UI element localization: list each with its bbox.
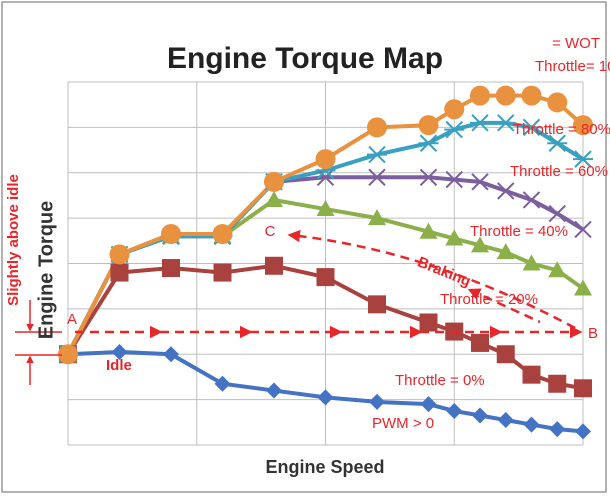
marker xyxy=(521,85,542,106)
marker xyxy=(495,114,516,132)
marker xyxy=(547,92,568,113)
marker xyxy=(548,204,566,223)
marker xyxy=(471,333,489,352)
marker xyxy=(548,261,567,278)
marker xyxy=(495,85,516,106)
marker xyxy=(470,114,490,132)
marker xyxy=(317,389,334,406)
marker xyxy=(574,220,592,239)
marker xyxy=(162,259,180,278)
series-label: Throttle = 40% xyxy=(470,223,568,240)
marker xyxy=(496,243,515,260)
marker xyxy=(547,134,568,152)
annotation: Slightly above idle xyxy=(5,174,22,306)
marker xyxy=(419,313,438,332)
marker xyxy=(110,263,129,282)
marker xyxy=(522,365,541,384)
marker xyxy=(418,115,439,136)
marker xyxy=(574,379,592,398)
marker xyxy=(497,412,514,429)
marker xyxy=(521,118,542,137)
marker xyxy=(266,382,282,399)
annotation: A xyxy=(67,311,77,328)
marker xyxy=(368,168,386,186)
marker xyxy=(470,85,490,106)
marker xyxy=(316,168,335,186)
marker xyxy=(573,115,593,136)
marker xyxy=(496,345,515,364)
marker xyxy=(549,421,566,438)
annotation: = WOT xyxy=(552,35,600,52)
marker xyxy=(446,402,463,419)
marker xyxy=(265,190,283,207)
marker xyxy=(523,416,540,433)
series-label: Throttle = 80% xyxy=(513,121,610,138)
braking-arrow-2 xyxy=(467,288,541,324)
marker xyxy=(109,244,130,265)
marker xyxy=(418,134,439,152)
marker xyxy=(316,268,335,287)
marker xyxy=(419,222,438,239)
annotation: Idle xyxy=(106,357,132,374)
marker xyxy=(214,375,231,392)
marker xyxy=(548,374,567,393)
braking-arrow xyxy=(287,229,576,330)
series-label: Throttle = 0% xyxy=(395,372,485,389)
marker xyxy=(472,407,488,424)
marker xyxy=(369,393,385,410)
marker xyxy=(368,295,386,314)
marker xyxy=(367,145,387,164)
annotation: C xyxy=(265,223,276,240)
marker xyxy=(163,346,179,363)
marker xyxy=(368,209,386,226)
marker xyxy=(444,99,465,120)
marker xyxy=(444,120,465,139)
marker xyxy=(264,171,284,192)
series-label: Throttle = 60% xyxy=(510,163,608,180)
x-axis-label: Engine Speed xyxy=(265,457,384,477)
chart-title: Engine Torque Map xyxy=(167,42,443,75)
marker xyxy=(573,150,593,168)
marker xyxy=(420,396,437,413)
marker xyxy=(265,256,283,275)
marker xyxy=(315,149,336,170)
series-label: Throttle= 100% xyxy=(535,58,610,75)
marker xyxy=(522,254,541,271)
marker xyxy=(111,343,128,360)
annotation: PWM > 0 xyxy=(372,415,434,432)
marker xyxy=(574,279,592,296)
marker xyxy=(445,229,464,246)
marker xyxy=(497,182,515,200)
marker xyxy=(213,263,232,282)
marker xyxy=(161,224,181,245)
marker xyxy=(522,191,541,209)
marker xyxy=(58,344,78,365)
marker xyxy=(471,173,489,191)
marker xyxy=(575,423,591,440)
annotation: B xyxy=(588,325,598,342)
marker xyxy=(445,170,463,189)
marker xyxy=(212,224,233,245)
idle-bracket xyxy=(15,300,62,385)
marker xyxy=(367,117,387,138)
marker xyxy=(419,168,438,186)
marker xyxy=(316,200,335,217)
y-axis-label: Engine Torque xyxy=(35,201,57,340)
series-label: Throttle = 20% xyxy=(440,291,538,308)
series-lines xyxy=(58,85,593,440)
marker xyxy=(471,236,489,253)
